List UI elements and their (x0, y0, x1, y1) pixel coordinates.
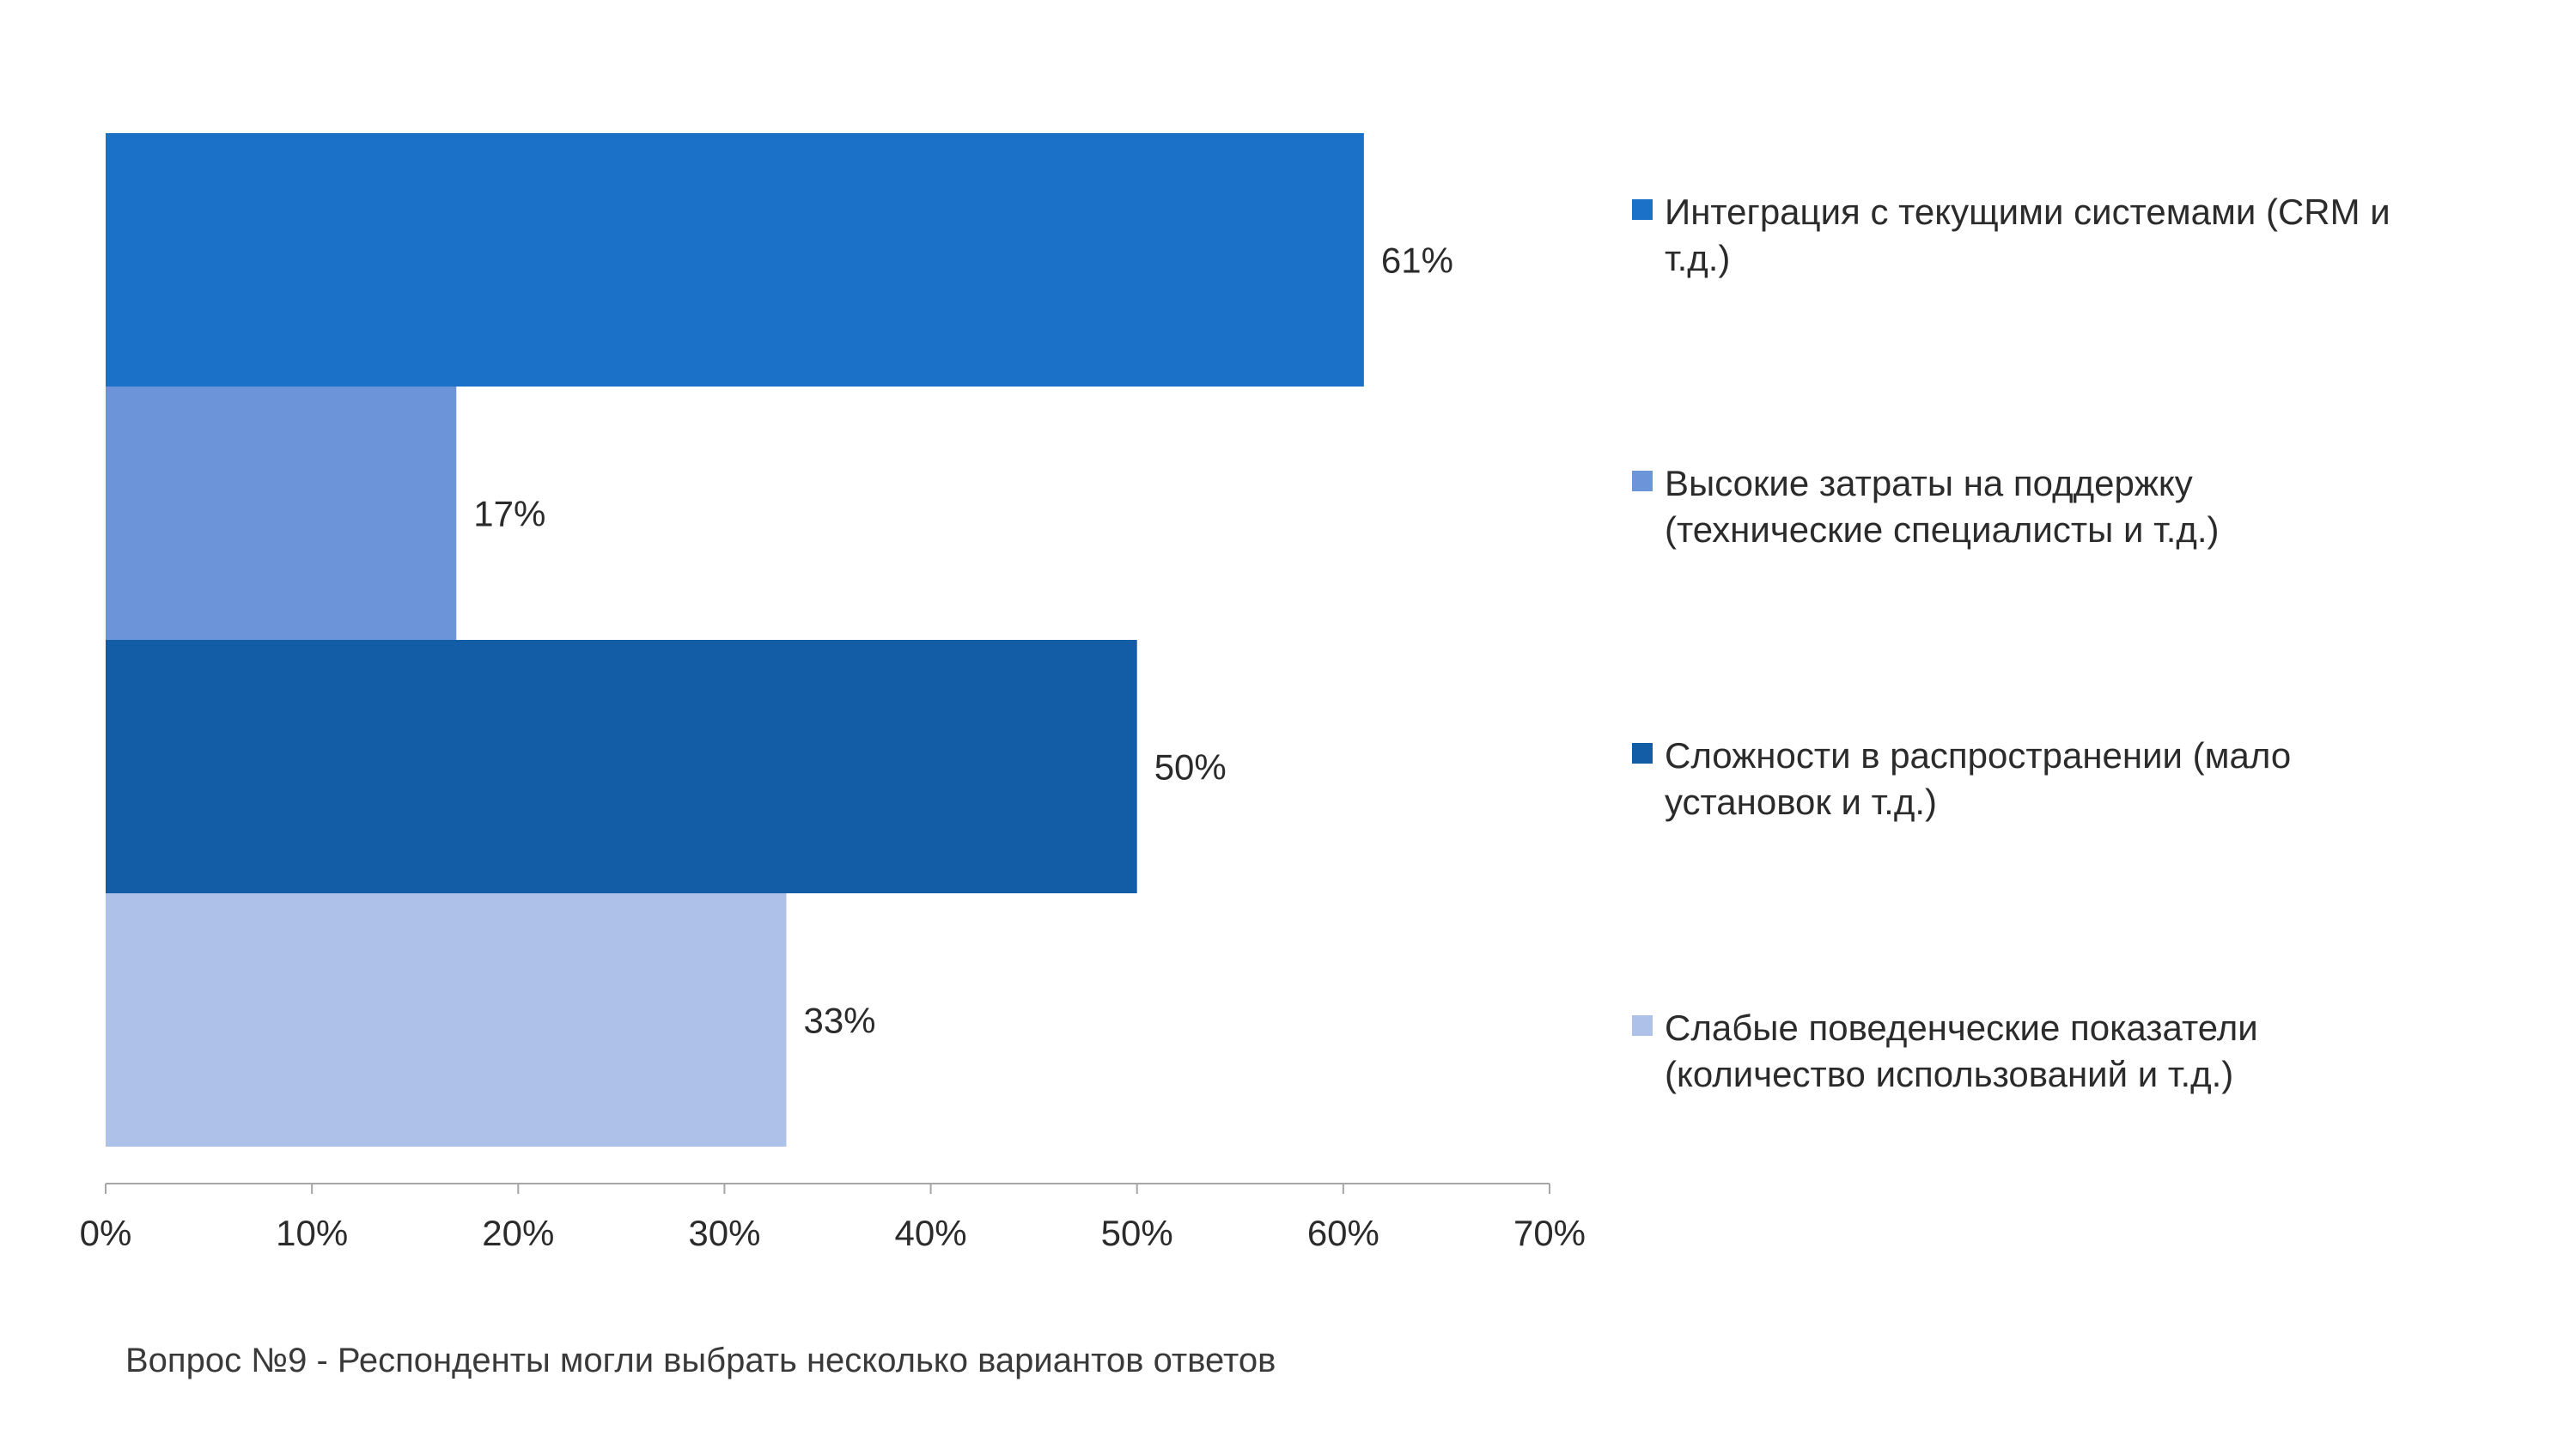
x-tick-label: 10% (276, 1213, 348, 1253)
legend-swatch (1632, 743, 1653, 764)
bar-value-label: 50% (1154, 747, 1227, 788)
legend-label-line: т.д.) (1665, 238, 1731, 278)
legend-label-line: установок и т.д.) (1665, 782, 1937, 822)
x-tick-label: 50% (1101, 1213, 1173, 1253)
bar-value-label: 17% (473, 494, 545, 534)
legend-label-line: Интеграция с текущими системами (CRM и (1665, 192, 2390, 232)
legend-item-behavior: Слабые поведенческие показатели (количес… (1632, 1005, 2455, 1098)
bars (106, 133, 1364, 1147)
legend-item-integration: Интеграция с текущими системами (CRM и т… (1632, 189, 2455, 282)
legend-swatch (1632, 1015, 1653, 1036)
legend-label: Высокие затраты на поддержку (технически… (1665, 460, 2455, 553)
bar (106, 893, 787, 1147)
x-tick-label: 20% (482, 1213, 554, 1253)
x-axis: 0% 10% 20% 30% 40% 50% 60% 70% (80, 1183, 1586, 1253)
legend-label-line: (количество использований и т.д.) (1665, 1054, 2234, 1094)
x-tick-label: 30% (688, 1213, 760, 1253)
legend-label: Интеграция с текущими системами (CRM и т… (1665, 189, 2455, 282)
bar-value-label: 33% (803, 1001, 875, 1041)
x-tick-label: 60% (1307, 1213, 1379, 1253)
legend: Интеграция с текущими системами (CRM и т… (1632, 0, 2491, 1202)
legend-label-line: Слабые поведенческие показатели (1665, 1008, 2258, 1048)
x-tick-label: 70% (1513, 1213, 1586, 1253)
x-tick-label: 40% (895, 1213, 967, 1253)
bar-chart: 61% 17% 50% 33% 0% 10% 20% 30% 40% 50% 60% 70% (80, 133, 1586, 1253)
legend-swatch (1632, 471, 1653, 491)
legend-label: Слабые поведенческие показатели (количес… (1665, 1005, 2455, 1098)
x-tick-label: 0% (80, 1213, 132, 1253)
footnote: Вопрос №9 - Респонденты могли выбрать не… (125, 1342, 1276, 1379)
bar (106, 387, 457, 640)
bar-value-label: 61% (1381, 240, 1453, 281)
legend-label-line: Сложности в распространении (мало (1665, 735, 2292, 776)
legend-label-line: Высокие затраты на поддержку (1665, 463, 2193, 503)
legend-item-support-costs: Высокие затраты на поддержку (технически… (1632, 460, 2455, 553)
legend-label: Сложности в распространении (мало устано… (1665, 733, 2455, 825)
legend-label-line: (технические специалисты и т.д.) (1665, 509, 2220, 550)
bar (106, 640, 1137, 893)
bar (106, 133, 1364, 387)
legend-swatch (1632, 199, 1653, 220)
legend-item-distribution: Сложности в распространении (мало устано… (1632, 733, 2455, 825)
value-labels: 61% 17% 50% 33% (473, 240, 1453, 1041)
